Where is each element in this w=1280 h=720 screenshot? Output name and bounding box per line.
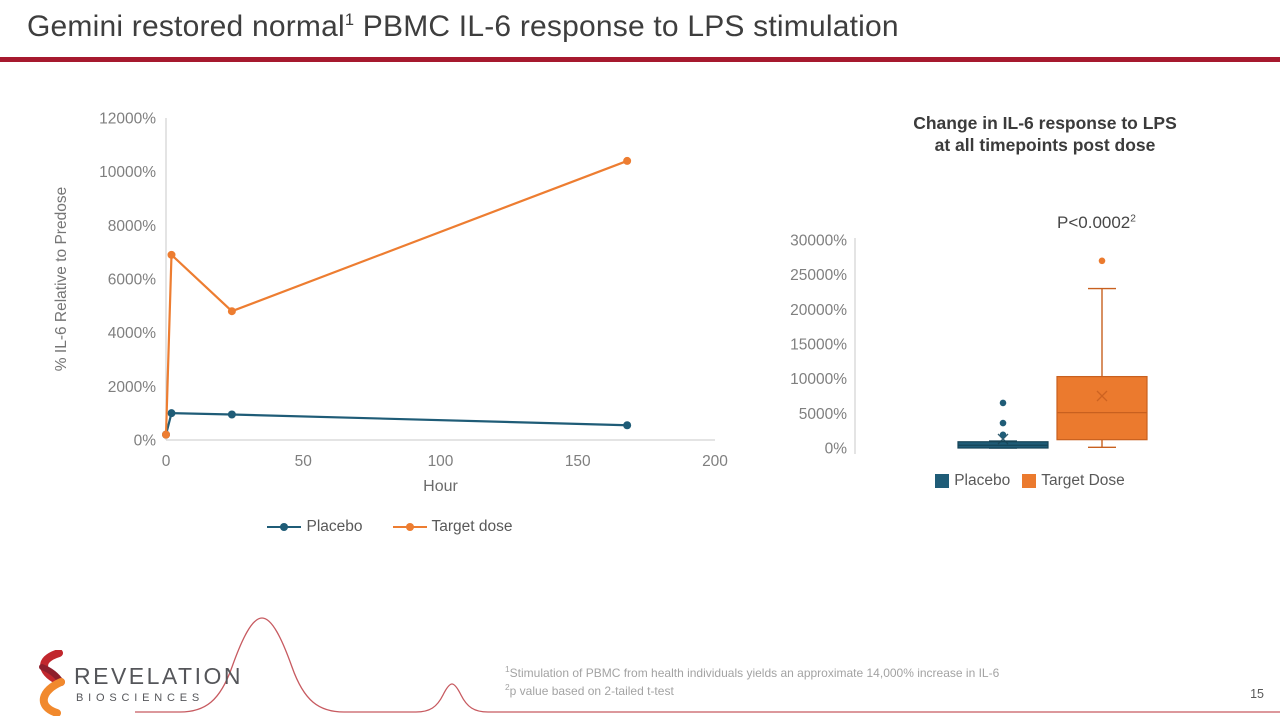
data-point-placebo: [227, 410, 236, 419]
y-tick-label: 0%: [134, 433, 157, 450]
mean-marker: [1096, 390, 1108, 402]
y-tick-label: 15000%: [790, 337, 847, 354]
legend-item-placebo: Placebo: [267, 518, 363, 536]
box-chart-legend: Placebo Target Dose: [850, 472, 1210, 490]
p-value-footnote-marker: 2: [1130, 213, 1136, 225]
legend-item-target-dose: Target dose: [392, 518, 513, 536]
y-tick-label: 0%: [825, 441, 848, 458]
outlier-point: [999, 399, 1007, 407]
y-tick-label: 6000%: [108, 272, 156, 289]
footnote-2: 2p value based on 2-tailed t-test: [505, 682, 999, 700]
y-tick-label: 10000%: [790, 371, 847, 388]
il6-line-chart: 0% 2000% 4000% 6000% 8000% 10000% 12000% 0 50 100…: [53, 111, 728, 496]
mean-marker: [997, 433, 1009, 445]
footnote-1: 1Stimulation of PBMC from health individ…: [505, 664, 999, 682]
y-tick-label: 10000%: [99, 164, 156, 181]
line-marker-icon: [392, 523, 427, 531]
logo-text: REVELATION BIOSCIENCES: [74, 663, 243, 704]
box-chart-title: Change in IL-6 response to LPS at all ti…: [860, 112, 1230, 157]
series-line-target-dose: [164, 159, 628, 435]
x-tick-label: 200: [702, 453, 728, 470]
x-tick-label: 0: [162, 453, 171, 470]
slide-title-text-2: PBMC IL-6 response to LPS stimulation: [354, 10, 899, 43]
legend-label: Placebo: [954, 472, 1011, 489]
data-point-placebo: [167, 409, 176, 418]
company-logo: REVELATION BIOSCIENCES: [28, 650, 243, 716]
y-axis-title: % IL-6 Relative to Predose: [53, 187, 70, 371]
x-tick-label: 50: [295, 453, 313, 470]
il6-box-chart: 0% 5000% 10000% 15000% 20000% 25000% 30000%: [790, 233, 1148, 458]
y-tick-label: 30000%: [790, 233, 847, 250]
footnote-2-text: p value based on 2-tailed t-test: [509, 683, 674, 698]
legend-label: Target Dose: [1041, 472, 1125, 489]
y-tick-label: 4000%: [108, 325, 156, 342]
legend-label: Target dose: [431, 518, 513, 535]
footnotes: 1Stimulation of PBMC from health individ…: [505, 664, 999, 700]
series-line-placebo: [164, 412, 628, 435]
box-chart-title-line1: Change in IL-6 response to LPS: [913, 113, 1177, 133]
logo-name: REVELATION: [74, 662, 243, 689]
logo-subtitle: BIOSCIENCES: [76, 691, 204, 704]
legend-swatch-icon: [1022, 474, 1037, 488]
footnote-1-text: Stimulation of PBMC from health individu…: [509, 666, 1000, 680]
box-placebo: [957, 399, 1049, 449]
line-marker-icon: [267, 523, 302, 531]
slide-title-footnote-marker: 1: [344, 11, 355, 29]
outlier-point: [1098, 257, 1106, 265]
p-value-annotation: P<0.00022: [1057, 213, 1136, 233]
data-point-target-dose: [167, 250, 176, 259]
footnote-2-marker: 2: [505, 681, 510, 692]
data-point-target-dose: [623, 156, 632, 165]
trace-path: [135, 617, 1280, 713]
x-axis-title: Hour: [423, 478, 458, 495]
legend-item-target-dose: Target Dose: [1022, 472, 1125, 490]
y-tick-label: 5000%: [799, 406, 847, 423]
outlier-point: [999, 431, 1007, 439]
data-point-target-dose: [162, 430, 170, 439]
page-number: 15: [1250, 687, 1264, 701]
line-chart-legend: Placebo Target dose: [40, 518, 740, 536]
x-tick-label: 150: [565, 453, 591, 470]
x-tick-label: 100: [428, 453, 454, 470]
y-tick-label: 12000%: [99, 111, 156, 128]
y-tick-label: 2000%: [108, 379, 156, 396]
title-accent-rule: [0, 57, 1280, 62]
y-tick-label: 8000%: [108, 218, 156, 235]
legend-item-placebo: Placebo: [935, 472, 1010, 490]
dna-helix-icon: [39, 650, 65, 716]
footnote-1-marker: 1: [505, 664, 510, 674]
slide-title-text: Gemini restored normal: [27, 10, 345, 43]
box-chart-title-line2: at all timepoints post dose: [934, 135, 1156, 156]
chromatogram-trace-decoration: [135, 617, 1280, 713]
legend-swatch-icon: [935, 474, 950, 488]
outlier-point: [999, 419, 1007, 427]
box-target-dose: [1056, 257, 1148, 449]
data-point-placebo: [623, 421, 632, 430]
y-tick-label: 25000%: [790, 267, 847, 284]
y-tick-label: 20000%: [790, 302, 847, 319]
slide-title: Gemini restored normal1 PBMC IL-6 respon…: [27, 10, 899, 44]
data-point-target-dose: [227, 307, 236, 316]
legend-label: Placebo: [306, 518, 363, 535]
p-value-text: P<0.0002: [1057, 213, 1131, 232]
